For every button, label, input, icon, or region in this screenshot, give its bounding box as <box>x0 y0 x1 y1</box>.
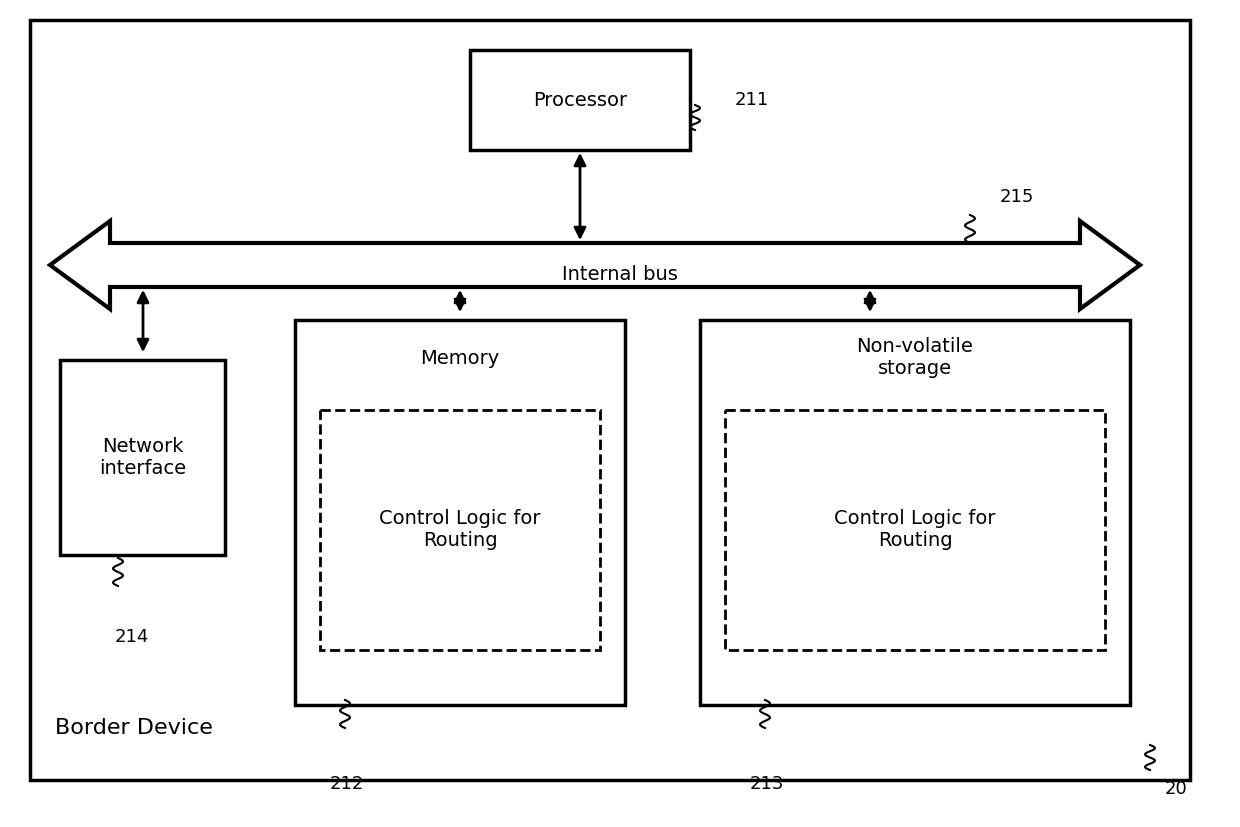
Polygon shape <box>50 221 1140 309</box>
Bar <box>320 410 600 650</box>
Bar <box>60 360 224 555</box>
Bar <box>295 320 625 705</box>
Text: 213: 213 <box>750 775 785 793</box>
Text: Processor: Processor <box>533 90 627 109</box>
Text: Internal bus: Internal bus <box>562 265 678 284</box>
Bar <box>470 50 689 150</box>
Text: 214: 214 <box>115 628 149 646</box>
Text: 211: 211 <box>735 91 769 109</box>
Text: 215: 215 <box>999 188 1034 206</box>
Bar <box>725 410 1105 650</box>
Text: Network
interface: Network interface <box>99 437 186 478</box>
Text: Memory: Memory <box>420 348 500 367</box>
Text: 212: 212 <box>330 775 365 793</box>
Text: Non-volatile
storage: Non-volatile storage <box>857 337 973 379</box>
Text: 20: 20 <box>1166 780 1188 798</box>
Text: Control Logic for
Routing: Control Logic for Routing <box>379 509 541 551</box>
Text: Border Device: Border Device <box>55 718 213 738</box>
Bar <box>701 320 1130 705</box>
Text: Control Logic for
Routing: Control Logic for Routing <box>835 509 996 551</box>
